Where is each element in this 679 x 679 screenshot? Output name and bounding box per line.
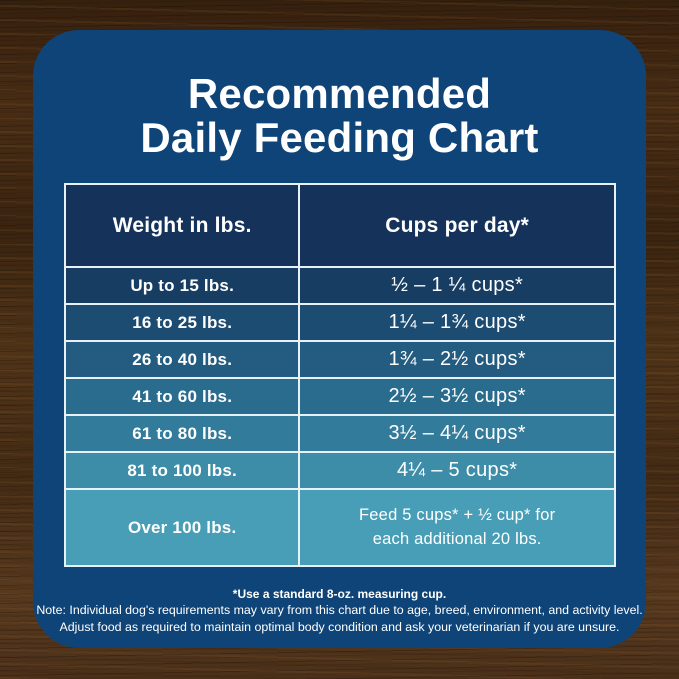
weight-cell: 16 to 25 lbs. xyxy=(132,312,233,332)
feeding-table: Weight in lbs. Cups per day* Up to 15 lb… xyxy=(64,183,616,567)
cups-cell: 4¼ – 5 cups* xyxy=(298,453,614,488)
weight-cell: 41 to 60 lbs. xyxy=(132,386,233,406)
table-row: 61 to 80 lbs. 3½ – 4¼ cups* xyxy=(66,414,614,451)
table-row: Up to 15 lbs. ½ – 1 ¼ cups* xyxy=(66,266,614,303)
page-title: Recommended Daily Feeding Chart xyxy=(33,72,646,160)
table-row: 81 to 100 lbs. 4¼ – 5 cups* xyxy=(66,451,614,488)
footnote: *Use a standard 8-oz. measuring cup. Not… xyxy=(33,586,646,636)
title-line-1: Recommended xyxy=(187,70,492,117)
cups-cell: 3½ – 4¼ cups* xyxy=(298,416,614,451)
title-line-2: Daily Feeding Chart xyxy=(140,114,539,161)
disclaimer-line-1: Note: Individual dog's requirements may … xyxy=(36,603,643,617)
table-row: 41 to 60 lbs. 2½ – 3½ cups* xyxy=(66,377,614,414)
weight-cell: Over 100 lbs. xyxy=(127,517,237,537)
table-header-row: Weight in lbs. Cups per day* xyxy=(66,185,614,266)
cups-cell: ½ – 1 ¼ cups* xyxy=(298,268,614,303)
cups-cell: 1¼ – 1¾ cups* xyxy=(298,305,614,340)
cups-cell: 1¾ – 2½ cups* xyxy=(298,342,614,377)
table-row: 16 to 25 lbs. 1¼ – 1¾ cups* xyxy=(66,303,614,340)
header-weight: Weight in lbs. xyxy=(112,213,252,237)
table-row: Over 100 lbs. Feed 5 cups* + ½ cup* for … xyxy=(66,488,614,565)
weight-cell: Up to 15 lbs. xyxy=(130,275,234,295)
measuring-cup-note: *Use a standard 8-oz. measuring cup. xyxy=(232,587,447,601)
cups-cell: 2½ – 3½ cups* xyxy=(298,379,614,414)
weight-cell: 61 to 80 lbs. xyxy=(132,423,233,443)
disclaimer-line-2: Adjust food as required to maintain opti… xyxy=(59,620,620,634)
weight-cell: 81 to 100 lbs. xyxy=(127,460,237,480)
feeding-chart-panel: Recommended Daily Feeding Chart Weight i… xyxy=(33,30,646,648)
header-cups: Cups per day* xyxy=(298,185,614,266)
table-row: 26 to 40 lbs. 1¾ – 2½ cups* xyxy=(66,340,614,377)
cups-cell: Feed 5 cups* + ½ cup* for each additiona… xyxy=(298,490,614,565)
weight-cell: 26 to 40 lbs. xyxy=(132,349,233,369)
